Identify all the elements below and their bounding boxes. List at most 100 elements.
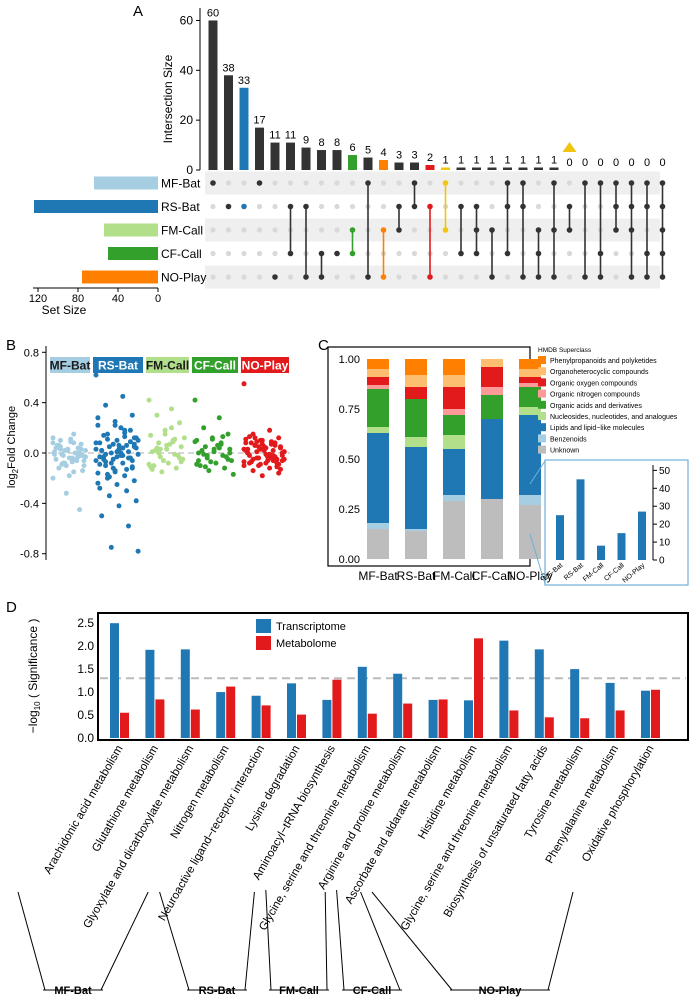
upset-matrix-dot-inactive	[318, 203, 325, 210]
inset-x-tick-label: RS-Bat	[563, 562, 585, 582]
fc-point	[122, 434, 128, 440]
upset-bar	[270, 142, 280, 170]
upset-bar	[224, 75, 233, 170]
fc-y-tick-label: -0.4	[20, 498, 39, 510]
inset-bar	[556, 515, 564, 560]
sc-stack-segment	[481, 419, 503, 499]
fc-point	[112, 469, 118, 475]
fc-point	[135, 548, 141, 554]
fc-group-header	[192, 357, 238, 373]
fc-point	[114, 437, 120, 443]
upset-matrix-dot-inactive	[225, 274, 232, 280]
sc-legend-swatch	[538, 356, 546, 364]
fc-point	[127, 439, 133, 445]
upset-bar-label: 5	[365, 145, 371, 157]
fc-point	[95, 480, 101, 486]
upset-matrix-dot-inactive	[225, 227, 232, 233]
fc-point	[105, 471, 110, 477]
fc-point	[267, 427, 273, 433]
upset-set-size-bar	[82, 270, 158, 284]
sc-legend-swatch	[538, 367, 546, 376]
upset-bar	[301, 147, 311, 170]
sc-stack-segment	[367, 369, 389, 377]
pw-y-tick-label: 0.5	[77, 708, 94, 722]
fc-point	[177, 455, 183, 461]
fc-point	[227, 450, 233, 456]
sc-legend-title: HMDB Superclass	[538, 347, 592, 354]
fc-point	[52, 451, 57, 457]
upset-matrix-dot-active	[551, 180, 557, 186]
pw-bar-metabolome	[580, 718, 590, 738]
fc-group-header	[50, 357, 90, 373]
fc-point	[50, 475, 56, 481]
fc-point	[162, 431, 168, 437]
fc-point	[181, 435, 187, 441]
upset-matrix-dot-active	[380, 274, 387, 280]
fc-point	[110, 456, 116, 462]
fc-point	[77, 507, 83, 513]
pw-bar-metabolome	[367, 713, 377, 738]
sc-x-tick-label: RS-Bat	[397, 569, 436, 583]
pw-bar-metabolome	[261, 705, 271, 738]
fc-point	[279, 453, 285, 458]
fc-point	[148, 432, 154, 438]
upset-matrix-dot-inactive	[442, 274, 449, 280]
fc-group-header-label: NO-Play	[242, 359, 289, 373]
upset-matrix-dot-active	[659, 274, 666, 280]
sc-legend-label: Unknown	[550, 448, 579, 455]
upset-matrix-dot-active	[628, 180, 635, 186]
upset-bar-label: 3	[411, 150, 417, 162]
fc-point	[131, 441, 137, 447]
fc-point	[97, 485, 103, 491]
pw-y-tick-label: 0.0	[77, 731, 94, 745]
upset-matrix-dot-inactive	[458, 274, 464, 280]
fc-point	[218, 441, 224, 447]
upset-matrix-dot-inactive	[380, 203, 387, 210]
upset-bar-label: 0	[628, 157, 634, 169]
fc-point	[177, 420, 183, 426]
sc-legend-swatch	[538, 423, 546, 432]
upset-matrix-dot-active	[551, 274, 557, 280]
pw-y-tick-label: 2.5	[77, 616, 94, 630]
upset-matrix-dot-active	[628, 227, 635, 233]
fc-point	[208, 459, 214, 465]
sc-y-tick-label: 0.25	[339, 504, 360, 516]
fc-group-header-label: FM-Call	[146, 359, 189, 373]
fc-point	[276, 435, 282, 441]
upset-bar-label: 3	[396, 150, 402, 162]
upset-matrix-dot-active	[210, 180, 216, 186]
fc-group-header	[241, 357, 289, 373]
sc-stack-segment	[367, 389, 389, 427]
fc-point	[216, 445, 222, 451]
upset-bar	[379, 160, 388, 170]
fc-point	[164, 442, 170, 448]
upset-matrix-dot-active	[582, 180, 588, 186]
fc-point	[202, 464, 208, 470]
inset-y-tick-label: 20	[659, 520, 671, 531]
upset-y-tick-label: 60	[180, 13, 194, 27]
fc-point	[83, 448, 88, 453]
inset-bar	[597, 545, 605, 560]
sc-legend-swatch	[538, 445, 546, 454]
upset-matrix-dot-active	[644, 180, 650, 186]
fc-point	[97, 440, 103, 446]
pw-bar-metabolome	[403, 703, 413, 738]
upset-matrix-dot-active	[659, 250, 666, 257]
upset-matrix-dot-inactive	[566, 180, 573, 186]
sc-stack-segment	[519, 495, 541, 505]
fc-point	[93, 440, 99, 446]
fc-point	[157, 454, 163, 460]
fc-point	[272, 442, 278, 448]
sc-y-tick-label: 0.75	[339, 404, 360, 416]
sc-stack-segment	[443, 375, 465, 387]
upset-matrix-dot-active	[411, 180, 418, 186]
fc-point	[135, 451, 141, 457]
upset-bar	[255, 127, 264, 170]
pw-bar-metabolome	[615, 710, 625, 738]
fc-point	[60, 453, 66, 458]
fc-point	[220, 434, 226, 440]
fc-point	[279, 458, 285, 464]
upset-matrix-dot-inactive	[303, 180, 309, 186]
fc-point	[99, 513, 105, 519]
